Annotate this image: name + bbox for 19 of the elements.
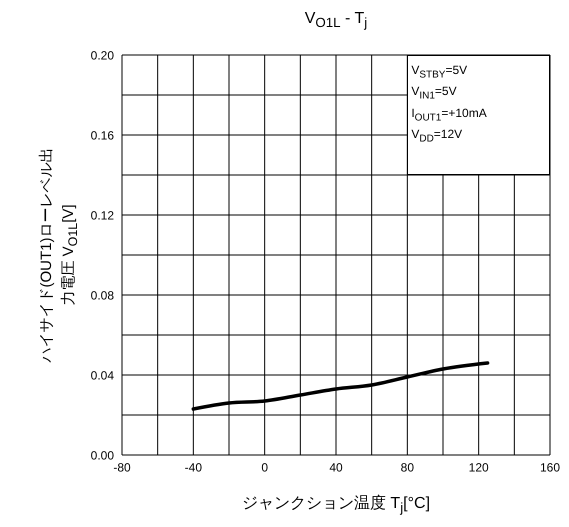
x-tick-label: 160 — [540, 460, 560, 475]
chart-title: V$_{O1L}$ - T$_{j}$ — [304, 10, 368, 30]
x-tick-label: 120 — [468, 460, 489, 475]
x-tick-label: -40 — [184, 460, 202, 475]
x-tick-label: 80 — [400, 460, 414, 475]
annotation: V$_{IN1}$=5V — [411, 84, 457, 102]
x-tick-label: 40 — [329, 460, 343, 475]
x-tick-label: 0 — [261, 460, 268, 475]
y-tick-label: 0.12 — [90, 208, 114, 222]
annotation: V$_{STBY}$=5V — [411, 63, 468, 80]
annotation: I$_{OUT1}$=+10mA — [411, 106, 487, 124]
y-tick-label: 0.16 — [90, 128, 114, 142]
x-axis-title: ジャンクション温度 T$_{j}$[°C] — [242, 495, 430, 516]
y-tick-label: 0.00 — [90, 448, 114, 462]
y-tick-label: 0.04 — [90, 368, 114, 382]
x-tick-label: -80 — [113, 460, 131, 475]
y-tick-label: 0.08 — [90, 288, 114, 302]
y-tick-label: 0.20 — [90, 48, 114, 62]
annotation: V$_{DD}$=12V — [411, 127, 462, 145]
